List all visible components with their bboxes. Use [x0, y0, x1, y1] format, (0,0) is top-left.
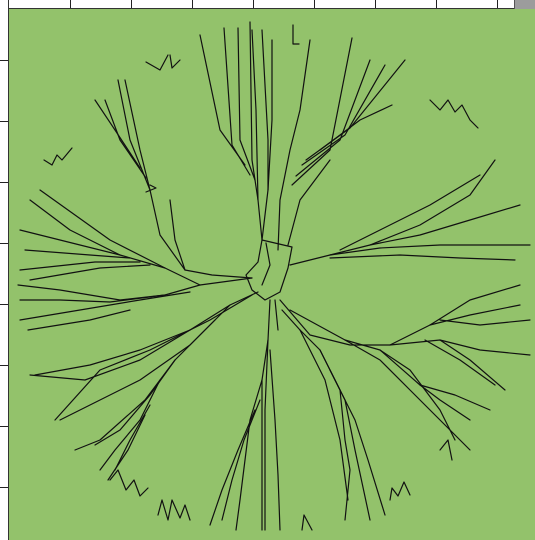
ruler-tick: [253, 0, 254, 8]
phylogenetic-tree: [17, 21, 531, 531]
lower-branches: [209, 299, 281, 531]
ruler-tick: [0, 487, 8, 488]
upper-branches: [199, 21, 406, 251]
ruler-tick: [0, 365, 8, 366]
ruler-tick: [0, 60, 8, 61]
ruler-tick: [0, 121, 8, 122]
ruler-tick: [192, 0, 193, 8]
lower-right-branches: [281, 309, 491, 521]
ruler-tick: [0, 426, 8, 427]
ruler-tick: [70, 0, 71, 8]
left-branches: [17, 189, 253, 331]
horizontal-ruler: [0, 0, 535, 9]
ruler-tick: [436, 0, 437, 8]
ruler-tick: [131, 0, 132, 8]
right-branches: [279, 159, 531, 391]
vertical-ruler: [0, 0, 9, 540]
ruler-tick: [0, 243, 8, 244]
terminal-marks: [43, 54, 479, 531]
ruler-tick: [0, 182, 8, 183]
ruler-tick: [375, 0, 376, 8]
tree-core: [245, 239, 293, 301]
lower-left-branches: [29, 291, 259, 481]
upper-left-branches: [94, 79, 253, 279]
ruler-tick: [497, 0, 498, 8]
tree-canvas: [9, 9, 535, 540]
ruler-tick: [314, 0, 315, 8]
ruler-tick: [0, 304, 8, 305]
